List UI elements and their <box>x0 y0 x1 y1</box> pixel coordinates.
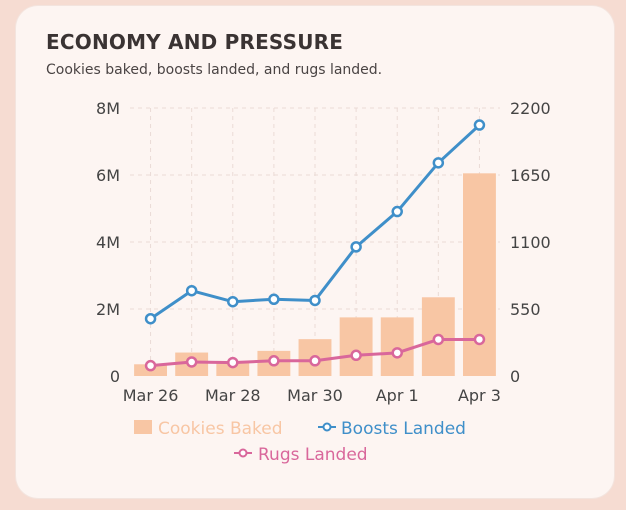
legend-label-cookies-baked: Cookies Baked <box>158 419 283 439</box>
point-boosts-landed <box>350 241 362 253</box>
y-right-tick-label: 1650 <box>510 166 551 185</box>
x-tick-label: Mar 30 <box>287 386 343 405</box>
y-left-tick-label: 6M <box>96 166 120 185</box>
point-rugs-landed <box>185 356 198 368</box>
point-rugs-landed <box>144 359 157 372</box>
x-tick-label: Mar 26 <box>123 386 179 405</box>
point-rugs-landed <box>391 347 403 359</box>
chart-subtitle: Cookies baked, boosts landed, and rugs l… <box>46 62 383 78</box>
point-rugs-landed <box>473 333 486 346</box>
point-rugs-landed <box>309 355 321 367</box>
chart-title: ECONOMY AND PRESSURE <box>46 30 344 54</box>
legend-label-boosts-landed: Boosts Landed <box>341 419 466 439</box>
legend-swatch-boosts-landed-point <box>322 422 332 432</box>
point-rugs-landed <box>227 356 239 369</box>
legend-label-rugs-landed: Rugs Landed <box>258 445 368 465</box>
y-left-tick-label: 8M <box>96 99 120 118</box>
y-left-tick-label: 4M <box>96 233 120 252</box>
y-right-tick-label: 2200 <box>510 99 551 118</box>
point-boosts-landed <box>309 294 321 307</box>
y-right-tick-label: 1100 <box>510 233 551 252</box>
line-series <box>144 119 486 372</box>
bar-cookies-baked <box>463 173 496 376</box>
y-left-tick-label: 0 <box>110 367 120 386</box>
point-boosts-landed <box>144 312 157 325</box>
legend-swatch-rugs-landed-point <box>238 448 248 458</box>
grid-lines <box>130 107 500 376</box>
legend: Cookies Baked Boosts Landed Rugs Landed <box>134 419 466 465</box>
point-rugs-landed <box>432 333 445 346</box>
y-left-tick-label: 2M <box>96 300 120 319</box>
point-boosts-landed <box>227 295 239 308</box>
bar-cookies-baked <box>339 317 373 376</box>
y-right-tick-label: 550 <box>510 300 541 319</box>
point-boosts-landed <box>268 293 280 306</box>
x-tick-label: Apr 1 <box>376 386 419 405</box>
point-rugs-landed <box>268 355 280 367</box>
x-tick-label: Mar 28 <box>205 386 261 405</box>
legend-swatch-cookies-baked <box>134 420 152 434</box>
point-boosts-landed <box>432 157 445 169</box>
point-boosts-landed <box>185 284 198 297</box>
y-right-tick-label: 0 <box>510 367 520 386</box>
bar-cookies-baked <box>216 360 250 376</box>
bar-series-cookies-baked <box>134 173 496 376</box>
bar-cookies-baked <box>380 317 414 376</box>
axis-ticks: 0 0 2M 550 4M 1100 6M 1650 8M 2200 Mar 26 Mar 28 Mar… <box>96 99 551 405</box>
point-boosts-landed <box>473 119 486 131</box>
point-rugs-landed <box>350 349 362 362</box>
x-tick-label: Apr 3 <box>458 386 501 405</box>
point-boosts-landed <box>391 205 403 218</box>
